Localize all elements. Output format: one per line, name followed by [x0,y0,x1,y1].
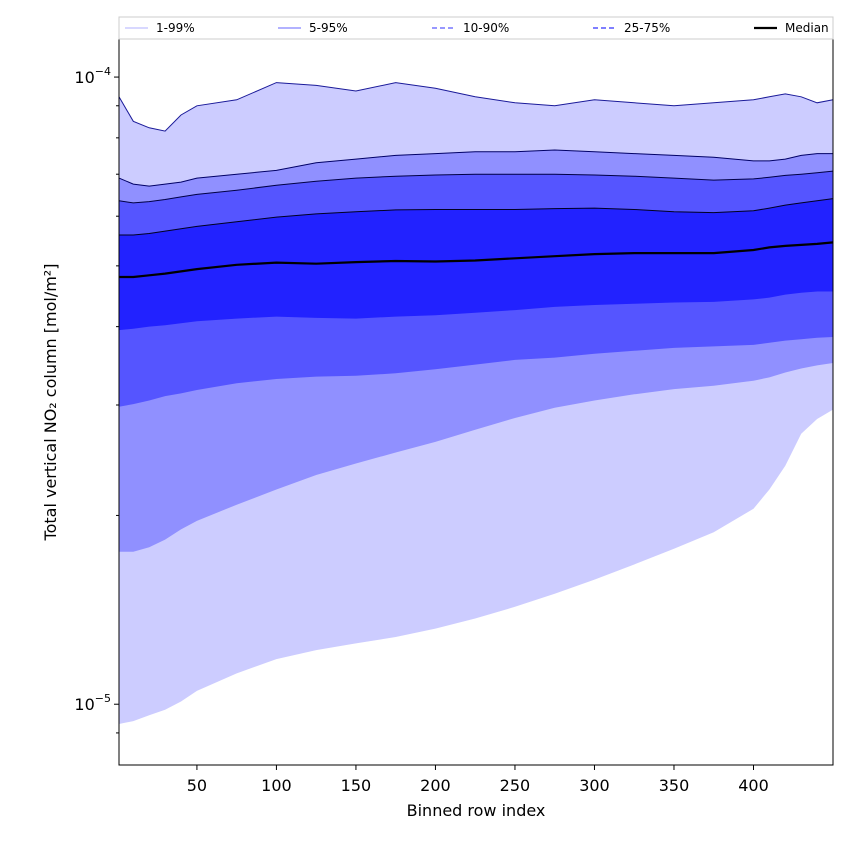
percentile-bands [118,82,834,725]
y-axis: 10−5 10−4 [74,65,119,734]
x-tick-label-300: 300 [579,776,610,795]
y-tick-10em4-label: 10−4 [74,65,111,87]
band-25-75-upper-line [119,198,834,236]
x-axis: 50 100 150 200 250 300 350 400 [187,765,769,795]
legend: 1-99% 5-95% 10-90% 25-75% Median [118,16,834,40]
band-10-90-upper-line [118,170,834,204]
band-25-75 [119,198,833,331]
x-tick-label-250: 250 [500,776,531,795]
x-tick-label-50: 50 [187,776,207,795]
legend-label-median: Median [785,21,829,35]
x-tick-label-200: 200 [420,776,451,795]
x-tick-label-100: 100 [261,776,292,795]
band-1-99-upper-line [118,82,834,132]
legend-label-25-75: 25-75% [624,21,670,35]
median-line [119,241,834,279]
y-tick-10em5-label: 10−5 [74,692,111,714]
x-axis-label: Binned row index [407,801,546,820]
x-tick-label-400: 400 [738,776,769,795]
legend-frame [118,16,834,40]
legend-label-5-95: 5-95% [309,21,348,35]
median-layer [119,241,834,279]
x-tick-label-150: 150 [341,776,372,795]
y-axis-label: Total vertical NO₂ column [mol/m²] [41,264,60,542]
x-tick-label-350: 350 [659,776,690,795]
legend-label-1-99: 1-99% [156,21,195,35]
legend-label-10-90: 10-90% [463,21,509,35]
band-5-95-upper-line [118,149,833,187]
